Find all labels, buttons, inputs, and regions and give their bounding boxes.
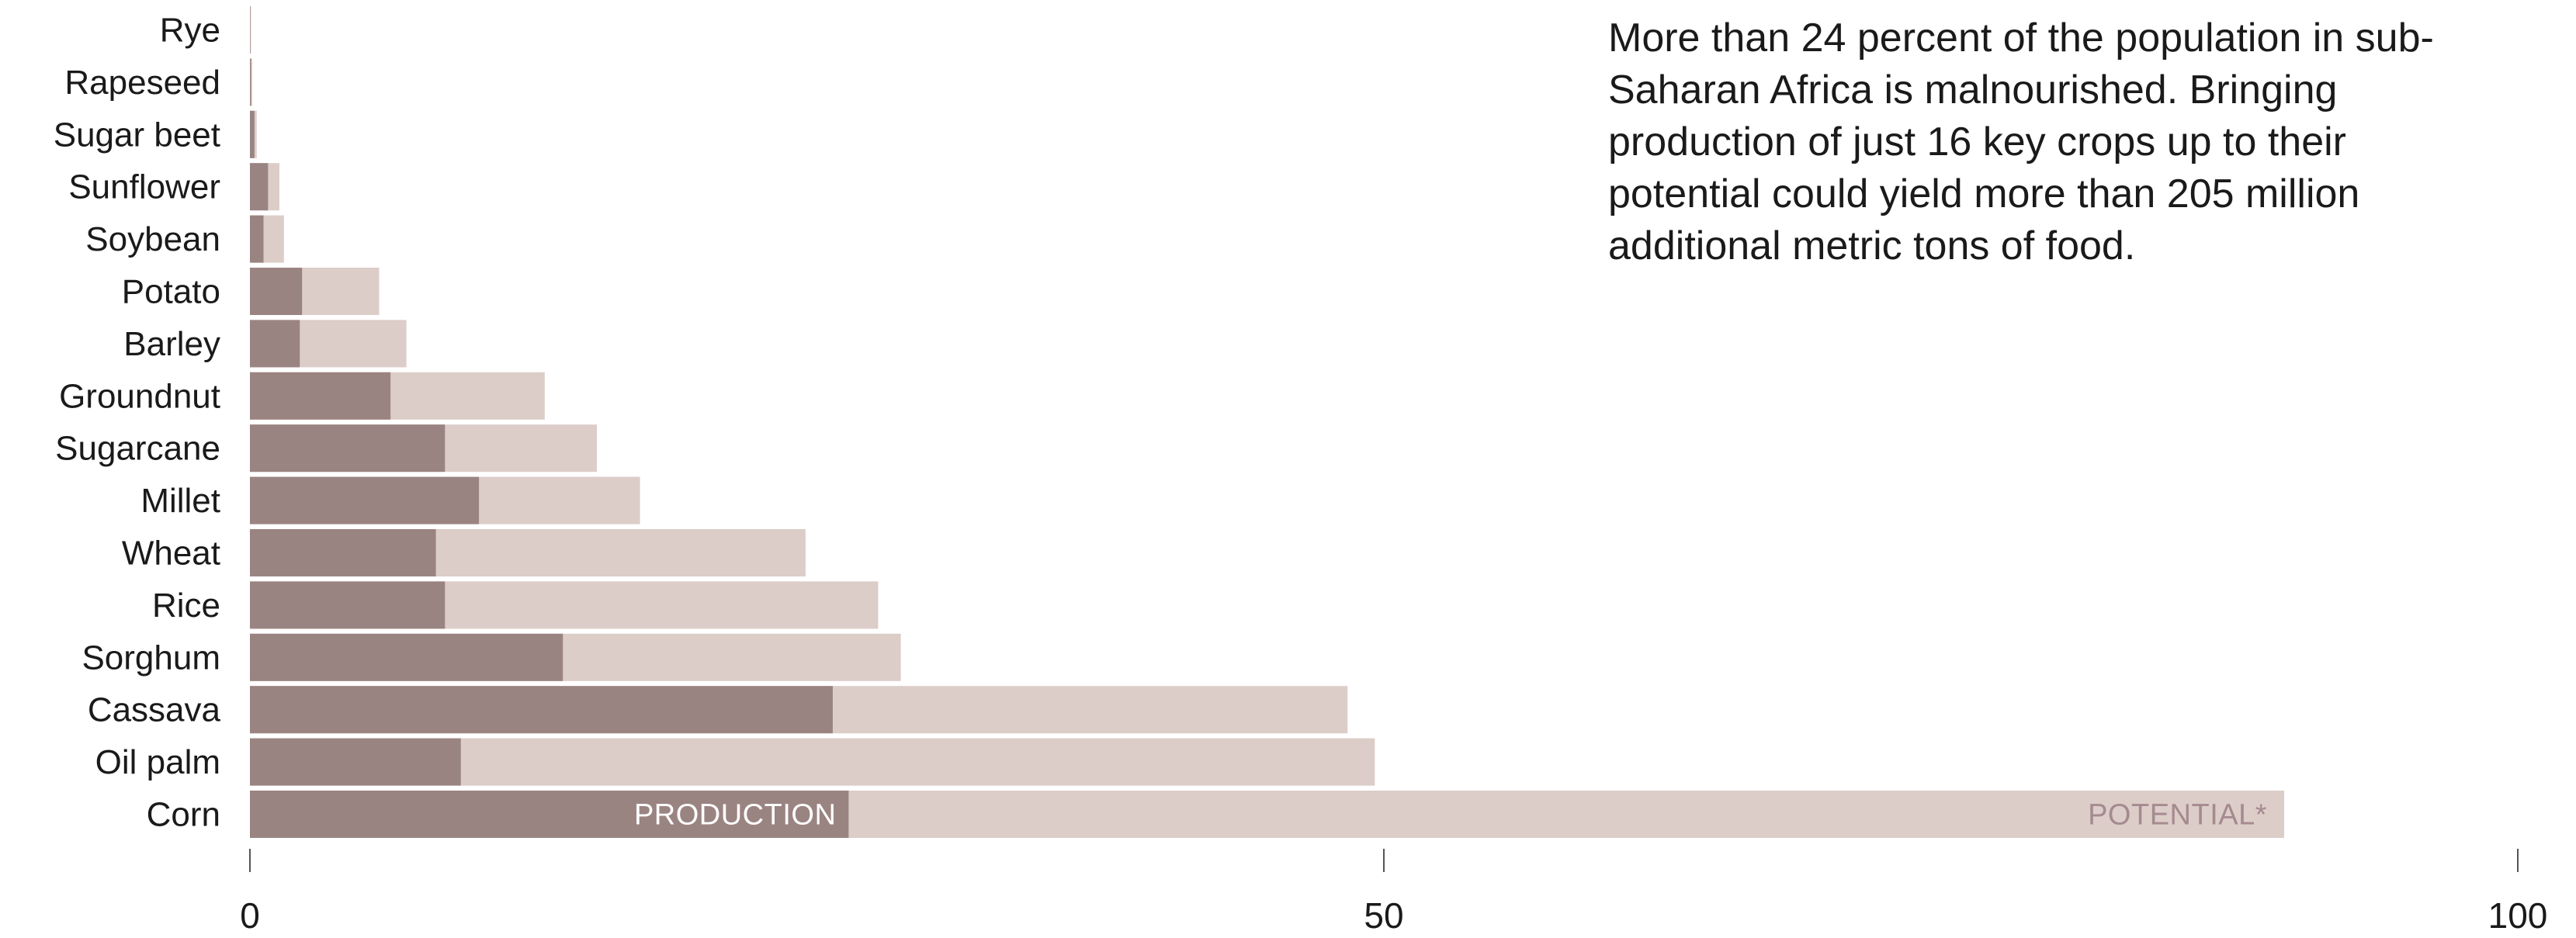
production-bar-rapeseed: [250, 58, 251, 106]
x-tick-label-0: 0: [240, 895, 260, 936]
production-bar-barley: [250, 320, 300, 368]
category-label-rapeseed: Rapeseed: [64, 64, 220, 102]
potential-series-label: POTENTIAL*: [2088, 799, 2267, 832]
category-label-cassava: Cassava: [88, 691, 221, 729]
production-bar-oil-palm: [250, 738, 461, 786]
category-label-corn: Corn: [147, 796, 220, 834]
category-label-oil-palm: Oil palm: [95, 743, 220, 781]
category-label-millet: Millet: [140, 482, 220, 520]
category-label-sugar-beet: Sugar beet: [54, 116, 220, 154]
production-series-label: PRODUCTION: [634, 799, 836, 832]
production-bar-sunflower: [250, 163, 269, 211]
category-label-barley: Barley: [123, 325, 220, 363]
category-label-wheat: Wheat: [122, 535, 220, 573]
category-label-soybean: Soybean: [85, 220, 220, 258]
x-axis: 0 50 100: [240, 849, 2547, 936]
series-labels: PRODUCTION POTENTIAL*: [634, 799, 2267, 832]
category-label-rice: Rice: [152, 587, 220, 625]
production-bar-wheat: [250, 529, 436, 576]
x-tick-label-50: 50: [1364, 895, 1403, 936]
production-bar-millet: [250, 476, 480, 524]
production-bar-sugar-beet: [250, 110, 255, 158]
production-bar-potato: [250, 268, 303, 315]
production-bar-groundnut: [250, 372, 391, 420]
category-label-groundnut: Groundnut: [59, 377, 220, 415]
potential-bar-rye: [250, 6, 251, 54]
production-bar-cassava: [250, 686, 833, 734]
category-label-sorghum: Sorghum: [81, 639, 220, 677]
annotation-text: More than 24 percent of the population i…: [1608, 16, 2434, 268]
production-bars: [250, 6, 849, 838]
production-bar-rice: [250, 581, 446, 629]
category-labels: Rye Rapeseed Sugar beet Sunflower Soybean Pot…: [54, 12, 221, 834]
production-bar-rye: [250, 6, 251, 54]
category-label-sugarcane: Sugarcane: [55, 430, 220, 468]
category-label-sunflower: Sunflower: [68, 168, 220, 206]
production-bar-corn: [250, 791, 849, 838]
category-label-rye: Rye: [160, 12, 220, 50]
x-tick-label-100: 100: [2488, 895, 2548, 936]
production-bar-sorghum: [250, 633, 563, 681]
production-bar-sugarcane: [250, 424, 446, 472]
production-bar-soybean: [250, 215, 264, 263]
category-label-potato: Potato: [122, 273, 220, 311]
